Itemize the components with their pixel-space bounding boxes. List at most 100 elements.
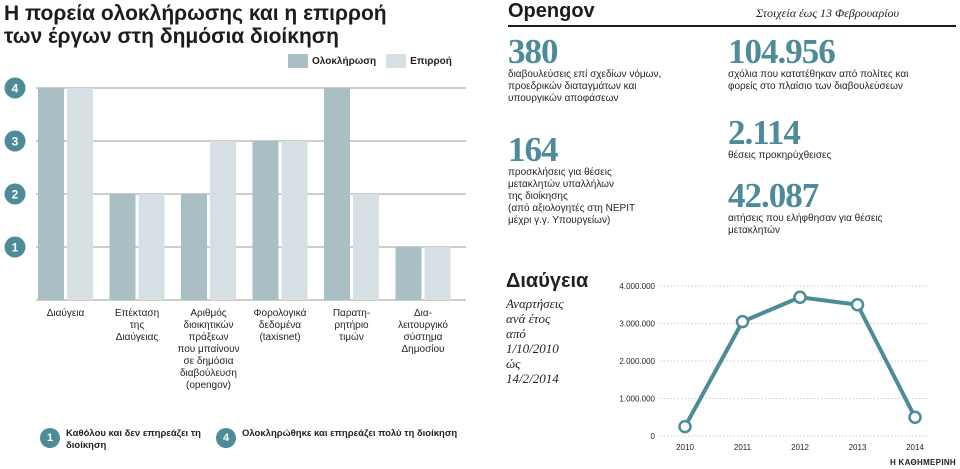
x-category-label: Παρατη-ρητήριο τιμών: [333, 308, 370, 343]
x-category-label: Αριθμός διοικητικών πράξεων που μπαίνουν σε …: [177, 307, 239, 391]
y-tick-label: 2.000.000: [619, 357, 655, 366]
stat-value: 2.114: [728, 113, 801, 152]
stat-desc-line: υπουργικών αποφάσεων: [508, 93, 619, 104]
y-tick-badge: [4, 183, 26, 205]
x-category-label-line: Επέκταση: [115, 307, 159, 319]
stat-desc-line: αιτήσεις που ελήφθησαν για θέσεις: [728, 213, 883, 224]
y-tick-label: 3.000.000: [619, 320, 655, 329]
x-category-label-line: Παρατη-: [333, 308, 370, 319]
key-text-4: Ολοκληρώθηκε και επηρεάζει πολύ τη διοίκ…: [242, 428, 458, 439]
data-point: [850, 298, 865, 312]
bar: [424, 247, 451, 300]
stat-desc-line: προσκλήσεις για θέσεις: [508, 167, 612, 178]
data-point: [908, 410, 922, 424]
key-level-1: 1 Καθόλου και δεν επηρεάζει τη διοίκηση: [40, 428, 210, 452]
x-category-label-line: διαβούλευση: [180, 367, 237, 379]
x-tick-label: 2011: [734, 443, 752, 452]
stat-desc-line: μέχρι γ.γ. Υπουργείων): [508, 215, 611, 226]
stat-desc-line: θέσεις προκηρύχθεισες: [728, 150, 832, 161]
legend-label-completion: Ολοκλήρωση: [312, 55, 377, 67]
legend-item-completion: Ολοκλήρωση: [288, 54, 376, 68]
stat-value: 164: [508, 130, 559, 169]
key-level-4: 4 Ολοκληρώθηκε και επηρεάζει πολύ τη διο…: [216, 428, 466, 448]
stat-value: 104.956: [728, 32, 836, 71]
x-category-label-line: Διαύγεια: [47, 307, 85, 319]
y-tick-label: 2: [12, 188, 19, 202]
x-category-label: Φορολογικά δεδομένα (taxisnet): [254, 307, 307, 343]
bar-chart: 1 2 3 4 Διαύγεια Επέκταση της Διαύγειας Αριθμός δ…: [4, 77, 466, 391]
bar: [109, 194, 136, 300]
y-tick-label: 4.000.000: [619, 282, 655, 291]
line-chart: 0 1.000.000 2.000.000 3.000.000 4.000.000 201…: [619, 282, 928, 452]
x-category-label-line: πράξεων: [188, 331, 228, 343]
stat-desc-line: της διοίκησης: [508, 191, 568, 202]
diavgeia-subtitle: Αναρτήσεις ανά έτος από 1/10/2010 ώς 14/…: [506, 296, 596, 386]
bar-chart-title-line2: των έργων στη δημόσια διοίκηση: [4, 25, 339, 48]
bar: [353, 194, 379, 300]
data-date-note: Στοιχεία έως 13 Φεβρουαρίου: [756, 6, 900, 20]
x-tick-label: 2010: [676, 443, 694, 452]
y-tick-label: 0: [651, 432, 656, 441]
opengov-title: Opengov: [508, 0, 595, 22]
stat-comments: 104.956 σχόλια που κατατέθηκαν από πολίτ…: [728, 34, 956, 93]
x-category-label-line: Διαύγειας: [116, 331, 159, 343]
x-category-label-line: τιμών: [339, 331, 364, 343]
x-category-label-line: δεδομένα: [259, 319, 301, 331]
legend-swatch-completion: [288, 54, 308, 68]
diavgeia-subtitle-line: 14/2/2014: [506, 371, 559, 386]
diavgeia-subtitle-line: από: [506, 326, 526, 341]
y-tick-label: 1.000.000: [619, 395, 655, 404]
x-category-label-line: σύστημα: [404, 331, 443, 343]
x-category-label-line: Φορολογικά: [254, 307, 307, 319]
y-tick-badge: [4, 236, 26, 258]
bar: [252, 141, 279, 300]
y-tick-badge: [4, 130, 26, 152]
x-tick-label: 2014: [906, 443, 924, 452]
x-category-label-line: Δια-: [414, 308, 432, 319]
bar-chart-title: Η πορεία ολοκλήρωσης και η επιρροή των έ…: [4, 2, 484, 48]
stat-desc-line: σχόλια που κατατέθηκαν από πολίτες και: [728, 69, 909, 80]
stat-consultations: 380 διαβουλεύσεις επί σχεδίων νόμων, προ…: [508, 34, 718, 105]
key-badge-1: 1: [40, 428, 60, 448]
bar: [281, 141, 308, 300]
stat-desc-line: φορείς στο πλαίσιο των διαβουλεύσεων: [728, 81, 903, 92]
publisher-credit: Η ΚΑΘΗΜΕΡΙΝΗ: [889, 458, 956, 467]
x-category-label-line: λειτουργικό: [398, 319, 448, 331]
stat-value: 42.087: [728, 176, 819, 215]
legend-label-influence: Επιρροή: [410, 55, 452, 67]
x-category-label-line: σε δημόσια: [183, 355, 233, 367]
bar: [210, 141, 236, 300]
y-tick-label: 1: [12, 241, 19, 255]
x-category-label-line: Δημοσίου: [402, 343, 445, 355]
x-category-label-line: διοικητικών: [184, 319, 234, 331]
stat-desc-line: (από αξιολογητές στη ΝΕΡΙΤ: [508, 203, 636, 214]
key-badge-4: 4: [216, 428, 236, 448]
bar: [38, 88, 64, 300]
bar: [395, 247, 422, 300]
key-text-1: Καθόλου και δεν επηρεάζει τη διοίκηση: [66, 428, 201, 451]
diavgeia-subtitle-line: ώς: [506, 356, 521, 371]
x-tick-label: 2013: [849, 443, 867, 452]
bar-chart-title-line1: Η πορεία ολοκλήρωσης και η επιρροή: [4, 2, 387, 25]
x-category-label-line: που μπαίνουν: [177, 343, 239, 355]
stat-desc-line: προεδρικών διαταγμάτων και: [508, 81, 637, 92]
diavgeia-title: Διαύγεια: [506, 270, 589, 292]
bar: [138, 194, 165, 300]
data-point: [678, 419, 692, 434]
bar: [67, 88, 93, 300]
y-tick-label: 3: [12, 135, 19, 149]
legend-item-influence: Επιρροή: [386, 54, 452, 68]
x-category-label-line: ρητήριο: [334, 319, 369, 331]
bar: [181, 194, 207, 300]
data-point: [793, 290, 807, 304]
x-tick-label: 2012: [791, 443, 809, 452]
stat-positions: 2.114 θέσεις προκηρύχθεισες: [728, 115, 956, 162]
x-category-label-line: της: [130, 320, 145, 331]
x-category-label: Διαύγεια: [47, 307, 85, 319]
bar-chart-legend: Ολοκλήρωση Επιρροή: [288, 54, 462, 68]
diavgeia-subtitle-line: 1/10/2010: [506, 341, 559, 356]
stat-desc-line: διαβουλεύσεις επί σχεδίων νόμων,: [508, 69, 662, 80]
x-category-label: Δια-λειτουργικό σύστημα Δημοσίου: [398, 308, 448, 355]
data-point: [735, 314, 750, 329]
y-tick-label: 4: [12, 82, 19, 96]
